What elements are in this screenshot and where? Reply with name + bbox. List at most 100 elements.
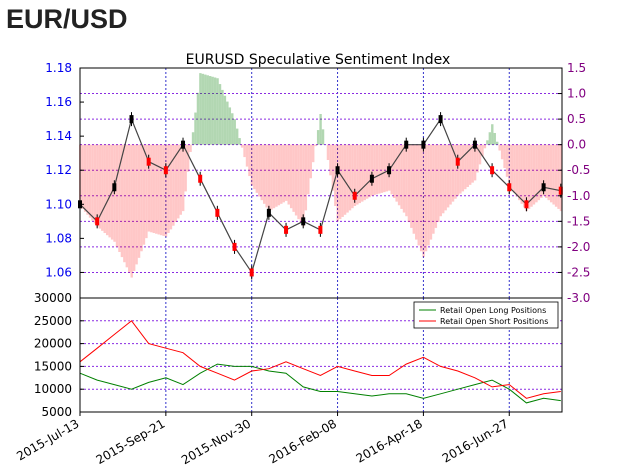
ssi-bar [86, 144, 89, 215]
ssi-bar [101, 144, 104, 231]
bottom-tick-label: 30000 [34, 291, 72, 305]
candle-body [455, 157, 460, 166]
ssi-bar [147, 144, 151, 232]
ssi-bar [140, 144, 143, 252]
ssi-bar [368, 144, 371, 198]
ssi-bar [177, 144, 180, 219]
x-tick-label: 2015-Sep-21 [94, 416, 168, 467]
ssi-bar [304, 144, 308, 211]
ssi-bar [395, 144, 398, 202]
ssi-bar [93, 144, 97, 224]
ssi-bar [91, 144, 94, 221]
ssi-bar [361, 144, 364, 202]
ssi-bar [226, 101, 229, 145]
right-tick-label: -1.5 [567, 214, 590, 228]
ssi-bar [422, 144, 425, 258]
ssi-bar [486, 140, 489, 145]
candle-body [387, 166, 392, 175]
x-tick-label: 2015-Jul-13 [14, 416, 81, 463]
ssi-bar [231, 113, 234, 145]
ssi-bar [238, 138, 241, 145]
ssi-bar [446, 144, 450, 208]
ssi-bar [554, 144, 558, 207]
ssi-bar [358, 144, 362, 204]
ssi-bar [500, 144, 504, 160]
ssi-bar [461, 144, 465, 192]
ssi-bar [282, 144, 285, 203]
ssi-bar [363, 144, 366, 201]
chart-title: EURUSD Speculative Sentiment Index [186, 52, 451, 68]
ssi-bar [248, 144, 251, 177]
ssi-bar [442, 144, 445, 214]
ssi-bar [204, 74, 207, 145]
ssi-bar [292, 144, 295, 212]
ssi-bar [199, 73, 202, 145]
x-axis-ticks: 2015-Jul-13 2015-Sep-21 2015-Nov-30 2016-Fe… [14, 412, 511, 467]
candle-body [95, 217, 100, 226]
ssi-bar [96, 144, 99, 227]
ssi-bar [557, 144, 560, 209]
right-tick-label: -2.0 [567, 240, 590, 254]
ssi-bar [508, 144, 511, 186]
x-tick-label: 2016-Apr-18 [354, 416, 425, 465]
ssi-bar [206, 75, 209, 145]
candle-body [369, 174, 374, 183]
ssi-bar [559, 144, 563, 212]
ssi-bar [385, 144, 389, 192]
ssi-bar [159, 144, 163, 236]
positions-lines [79, 320, 561, 404]
page-title: EUR/USD [6, 4, 128, 34]
ssi-bar [287, 144, 290, 205]
ssi-bar [532, 144, 536, 205]
ssi-bar [483, 144, 487, 149]
candle-body [215, 208, 220, 217]
right-tick-label: 1.0 [567, 87, 586, 101]
ssi-bar [348, 144, 352, 211]
ssi-bar [285, 144, 288, 201]
ssi-bar [150, 144, 153, 233]
ssi-bar [191, 132, 195, 145]
ssi-bar [103, 144, 106, 234]
ssi-bar [280, 144, 283, 204]
ssi-bar [334, 144, 337, 206]
long-positions-line [79, 363, 561, 404]
ssi-bar [135, 144, 138, 265]
ssi-bar [307, 144, 310, 195]
ssi-bar [118, 144, 121, 252]
ssi-bar [162, 144, 165, 236]
ssi-bar [174, 144, 178, 223]
left-tick-label: 1.16 [45, 95, 72, 109]
left-tick-label: 1.18 [45, 61, 72, 75]
bottom-tick-label: 20000 [34, 337, 72, 351]
ssi-bar [522, 144, 526, 208]
ssi-bar [540, 144, 543, 198]
ssi-bar [383, 144, 386, 193]
bottom-frame [79, 297, 563, 413]
ssi-bar [125, 144, 129, 268]
ssi-bar [145, 144, 148, 239]
ssi-bar [432, 144, 435, 234]
candle-body [129, 115, 134, 124]
ssi-bar [437, 144, 440, 223]
ssi-bar [164, 144, 168, 237]
ssi-bar [132, 144, 136, 271]
candle-body [472, 140, 477, 149]
bottom-tick-label: 15000 [34, 359, 72, 373]
ssi-bar [123, 144, 126, 263]
ssi-bar [478, 144, 482, 165]
ssi-bar [410, 144, 413, 228]
legend-label: Retail Open Short Positions [440, 317, 548, 326]
ssi-bar [493, 132, 496, 145]
ssi-bar [417, 144, 420, 246]
ssi-bar [373, 144, 376, 196]
ssi-bar [211, 76, 214, 145]
ssi-bar [81, 144, 84, 209]
candle-body [181, 140, 186, 149]
ssi-bar [235, 128, 239, 145]
ssi-bar [449, 144, 452, 205]
ssi-bar [216, 78, 219, 145]
ssi-bar [169, 144, 173, 230]
ssi-bar [407, 144, 411, 223]
ssi-bar [270, 144, 273, 210]
ssi-bar [365, 144, 369, 199]
